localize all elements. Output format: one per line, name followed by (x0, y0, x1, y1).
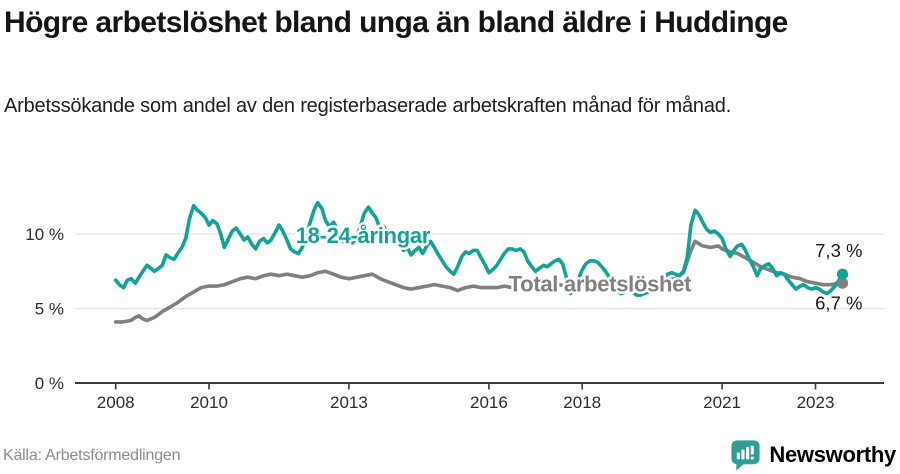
y-tick-label: 0 % (35, 374, 64, 393)
newsworthy-wordmark: Newsworthy (769, 441, 896, 467)
y-tick-label: 10 % (25, 225, 64, 244)
young-end-value-label: 7,3 % (815, 240, 862, 261)
young-end-dot (836, 268, 849, 280)
x-tick-label: 2021 (703, 393, 741, 412)
x-tick-label: 2016 (470, 393, 508, 412)
newsworthy-brand: Newsworthy (729, 438, 896, 471)
total-end-dot (836, 277, 849, 289)
y-tick-label: 5 % (35, 300, 64, 319)
total-series-line (113, 239, 845, 324)
total-end-value-label: 6,7 % (815, 292, 862, 313)
x-tick-label: 2013 (330, 393, 368, 412)
axis-layer: 0 % 5 % 10 % 2008 2010 2013 2016 2018 2021 2023 (25, 225, 884, 412)
bar-chart-glyph (737, 445, 755, 460)
young-series-label: 18-24-åringar (296, 223, 431, 248)
x-tick-label: 2023 (797, 393, 835, 412)
x-tick-label: 2008 (97, 393, 135, 412)
newsworthy-logo-icon (731, 440, 760, 471)
speech-bubble-shape (731, 440, 760, 471)
chart-subtitle: Arbetssökande som andel av den registerb… (4, 95, 732, 117)
source-note: Källa: Arbetsförmedlingen (3, 447, 181, 464)
total-series-label: Total arbetslöshet (509, 271, 692, 296)
series-layer (113, 200, 845, 324)
x-tick-label: 2010 (190, 393, 228, 412)
grid-layer (75, 233, 884, 310)
young-series-line (113, 200, 845, 297)
page-title: Högre arbetslöshet bland unga än bland ä… (4, 6, 788, 39)
annotation-layer: Total arbetslöshet 6,7 % 18-24-åringar 7,3 … (293, 221, 862, 314)
x-tick-label: 2018 (563, 393, 601, 412)
